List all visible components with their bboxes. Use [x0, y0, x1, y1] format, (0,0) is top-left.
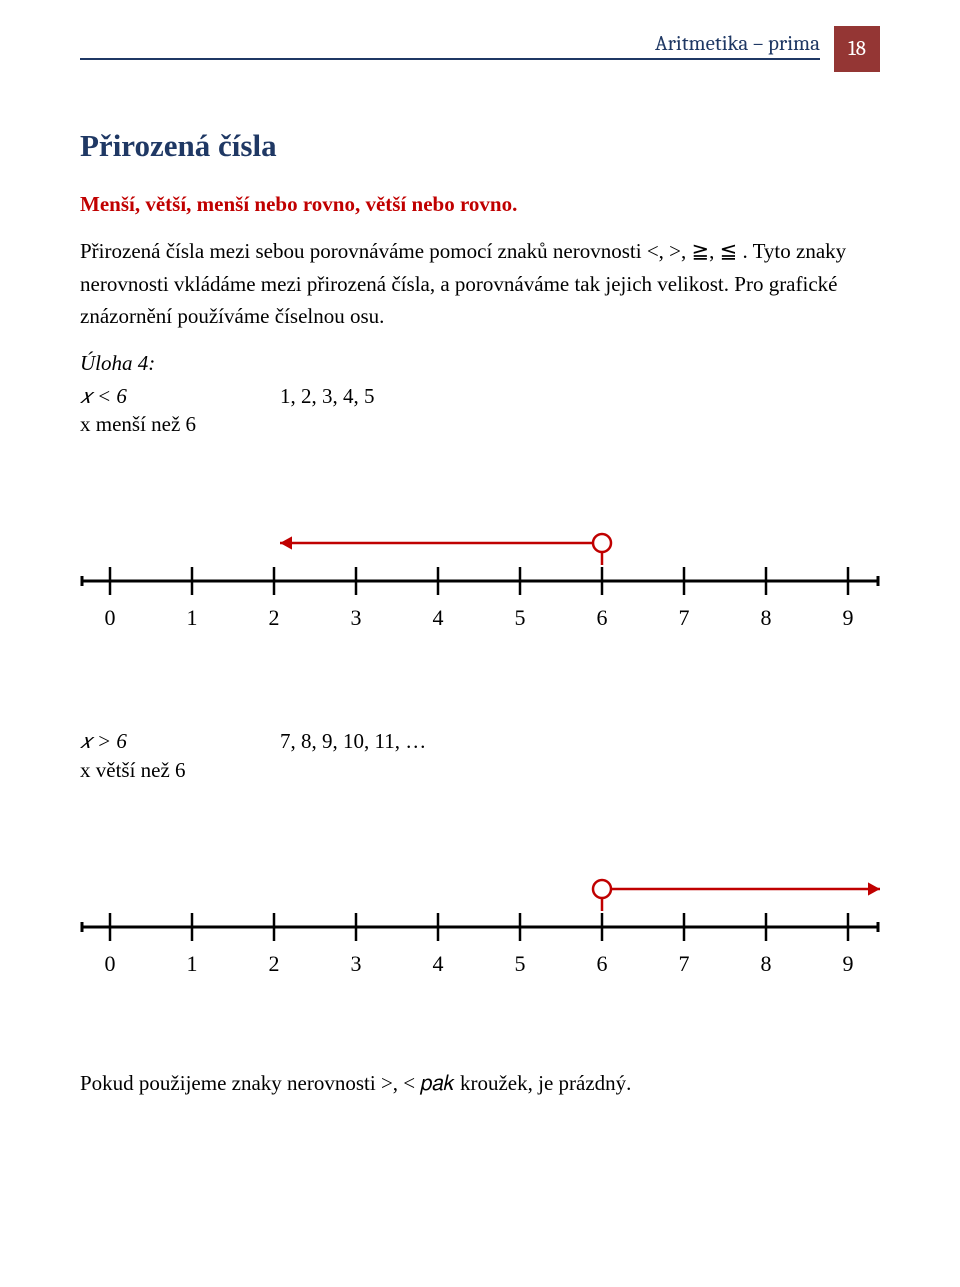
intro-paragraph: Přirozená čísla mezi sebou porovnáváme p… [80, 235, 880, 333]
task1-row: 𝑥 < 6 1, 2, 3, 4, 5 [80, 380, 880, 413]
numberline-2: 0 1 2 3 4 5 6 7 8 9 [80, 873, 880, 981]
header-rule [80, 58, 820, 60]
svg-text:7: 7 [679, 951, 690, 976]
task2-inequality: 𝑥 > 6 [80, 725, 280, 758]
svg-text:2: 2 [269, 951, 280, 976]
svg-text:0: 0 [105, 951, 116, 976]
svg-text:9: 9 [843, 951, 854, 976]
svg-text:8: 8 [761, 605, 772, 630]
svg-text:6: 6 [597, 951, 608, 976]
svg-text:8: 8 [761, 951, 772, 976]
svg-text:7: 7 [679, 605, 690, 630]
page: Aritmetika – prima 18 Přirozená čísla Me… [0, 0, 960, 1287]
svg-text:5: 5 [515, 605, 526, 630]
heading-1: Přirozená čísla [80, 128, 880, 164]
task-label: Úloha 4: [80, 351, 880, 376]
task-label-text: Úloha 4: [80, 351, 155, 375]
task1-answers: 1, 2, 3, 4, 5 [280, 380, 375, 413]
svg-text:5: 5 [515, 951, 526, 976]
header-title: Aritmetika – prima [655, 26, 820, 56]
svg-text:1: 1 [187, 605, 198, 630]
svg-text:9: 9 [843, 605, 854, 630]
svg-text:0: 0 [105, 605, 116, 630]
task1-desc: x menší než 6 [80, 412, 880, 437]
heading-2: Menší, větší, menší nebo rovno, větší ne… [80, 192, 880, 217]
task2-row: 𝑥 > 6 7, 8, 9, 10, 11, … [80, 725, 880, 758]
task1-inequality: 𝑥 < 6 [80, 380, 280, 413]
svg-text:3: 3 [351, 605, 362, 630]
content: Přirozená čísla Menší, větší, menší nebo… [80, 128, 880, 1096]
task2-answers: 7, 8, 9, 10, 11, … [280, 725, 426, 758]
page-number-box: 18 [834, 26, 880, 72]
page-header: Aritmetika – prima 18 [80, 26, 880, 72]
numberline-1: 0 1 2 3 4 5 6 7 8 9 [80, 527, 880, 635]
task2-desc: x větší než 6 [80, 758, 880, 783]
page-number: 18 [848, 37, 866, 61]
svg-text:1: 1 [187, 951, 198, 976]
numberline-1-wrap: 0 1 2 3 4 5 6 7 8 9 [80, 527, 880, 635]
svg-text:6: 6 [597, 605, 608, 630]
svg-text:3: 3 [351, 951, 362, 976]
numberline-2-wrap: 0 1 2 3 4 5 6 7 8 9 [80, 873, 880, 981]
footer-note: Pokud použijeme znaky nerovnosti >, < 𝑝𝑎… [80, 1071, 880, 1096]
svg-text:4: 4 [433, 951, 444, 976]
svg-text:2: 2 [269, 605, 280, 630]
svg-text:4: 4 [433, 605, 444, 630]
